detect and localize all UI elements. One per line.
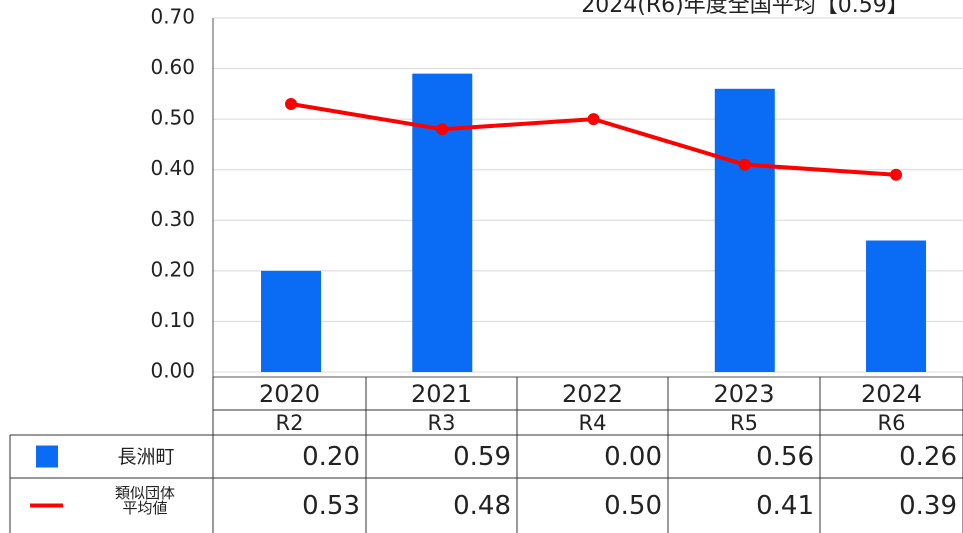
- x-tick-sublabel: R2: [276, 411, 304, 435]
- legend-label: 類似団体平均値: [114, 485, 175, 517]
- x-tick-sublabel: R6: [878, 411, 906, 435]
- x-tick-label: 2024: [861, 380, 922, 408]
- y-tick-label: 0.20: [150, 257, 195, 281]
- table-value: 0.56: [756, 442, 814, 472]
- table-value: 0.50: [604, 491, 662, 521]
- bar: [714, 88, 775, 373]
- chart-title: 2024(R6)年度全国平均【0.59】: [581, 0, 908, 18]
- table-value: 0.39: [899, 491, 957, 521]
- bar: [866, 240, 927, 372]
- table-value: 0.59: [453, 442, 511, 472]
- x-tick-sublabel: R4: [579, 411, 607, 435]
- line-point: [738, 158, 751, 171]
- legend-label-box: 類似団体平均値: [114, 485, 175, 517]
- legend-label: 長洲町: [117, 445, 175, 468]
- table-value: 0.00: [604, 442, 662, 472]
- line-point: [587, 113, 600, 126]
- legend-label-box: 長洲町: [117, 445, 175, 468]
- table-value: 0.48: [453, 491, 511, 521]
- x-tick-sublabel: R5: [730, 411, 758, 435]
- y-tick-label: 0.70: [150, 5, 195, 29]
- x-tick-label: 2020: [259, 380, 320, 408]
- y-tick-label: 0.10: [150, 308, 195, 332]
- x-tick-sublabel: R3: [428, 411, 456, 435]
- table-value: 0.26: [899, 442, 957, 472]
- y-tick-label: 0.40: [150, 156, 195, 180]
- x-tick-label: 2022: [562, 380, 623, 408]
- line-point: [285, 97, 298, 110]
- bar: [261, 270, 322, 372]
- x-tick-label: 2023: [713, 380, 774, 408]
- table-value: 0.53: [302, 491, 360, 521]
- y-tick-label: 0.50: [150, 106, 195, 130]
- bar: [412, 73, 473, 372]
- y-tick-label: 0.00: [150, 359, 195, 383]
- table-value: 0.41: [756, 491, 814, 521]
- line-point: [436, 123, 449, 136]
- y-tick-label: 0.30: [150, 207, 195, 231]
- table-value: 0.20: [302, 442, 360, 472]
- legend-swatch: [36, 445, 58, 468]
- line-point: [890, 168, 903, 181]
- y-tick-label: 0.60: [150, 55, 195, 79]
- x-tick-label: 2021: [411, 380, 472, 408]
